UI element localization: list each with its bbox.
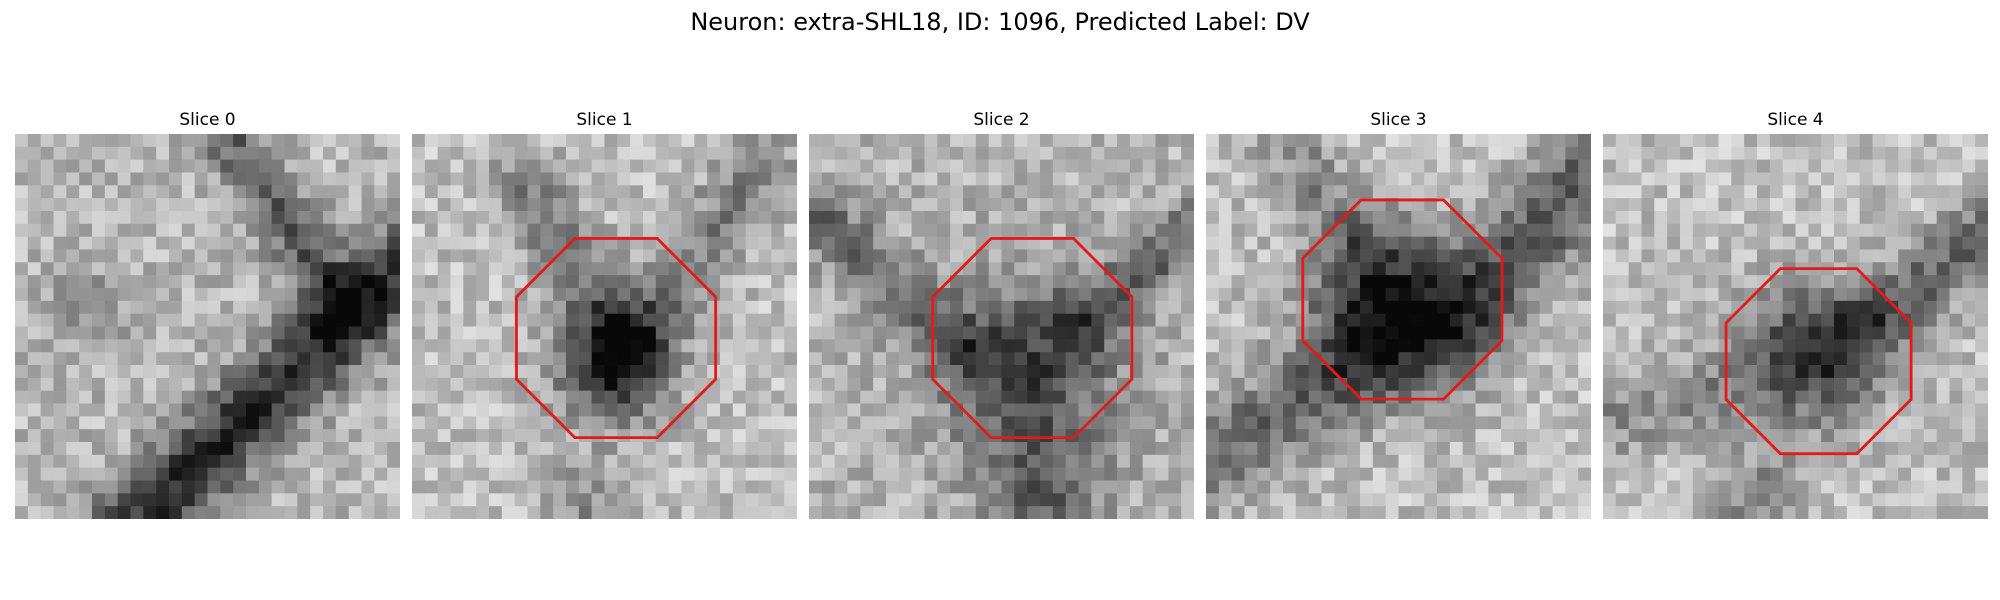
- slice-image: [1206, 134, 1591, 519]
- slice-panel-1: Slice 1: [412, 110, 797, 519]
- slice-title: Slice 1: [576, 110, 633, 130]
- slice-title: Slice 3: [1370, 110, 1427, 130]
- figure-title: Neuron: extra-SHL18, ID: 1096, Predicted…: [690, 8, 1310, 36]
- slice-image: [1603, 134, 1988, 519]
- slice-title: Slice 2: [973, 110, 1030, 130]
- slice-title: Slice 0: [179, 110, 236, 130]
- roi-octagon: [931, 237, 1134, 440]
- slice-image: [412, 134, 797, 519]
- slice-panel-0: Slice 0: [15, 110, 400, 519]
- slice-image: [15, 134, 400, 519]
- slice-panel-2: Slice 2: [809, 110, 1194, 519]
- roi-octagon: [1724, 267, 1913, 456]
- slice-title: Slice 4: [1767, 110, 1824, 130]
- roi-octagon: [1301, 198, 1504, 401]
- roi-octagon: [515, 237, 718, 440]
- slice-panel-4: Slice 4: [1603, 110, 1988, 519]
- slice-image: [809, 134, 1194, 519]
- slice-panel-3: Slice 3: [1206, 110, 1591, 519]
